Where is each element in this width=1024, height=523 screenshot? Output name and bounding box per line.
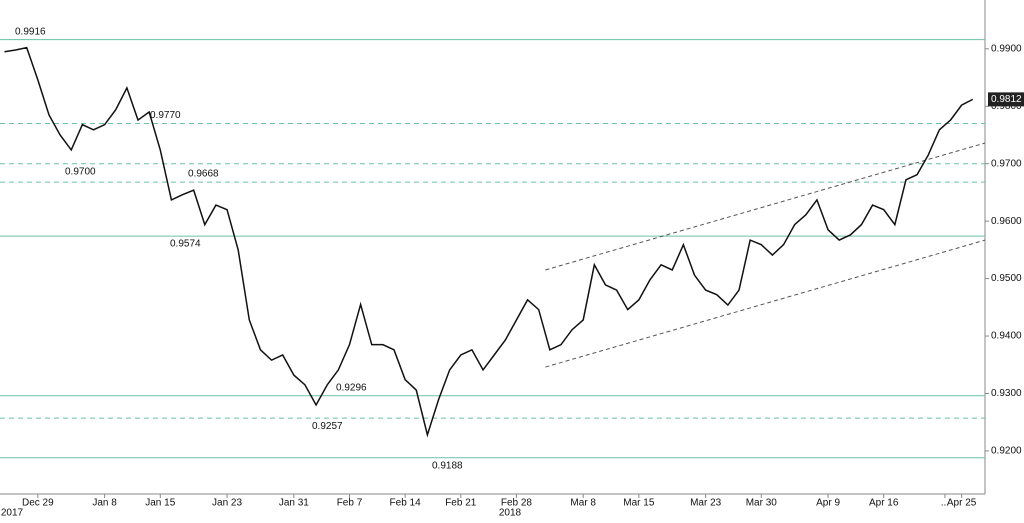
y-tick-label: 0.9600 xyxy=(991,216,1022,227)
x-tick-label: Jan 31 xyxy=(279,498,309,509)
trend-line xyxy=(545,239,986,368)
x-tick-label: Apr 25 xyxy=(947,498,977,509)
x-tick-label: Mar 30 xyxy=(746,498,778,509)
year-label: 2017 xyxy=(1,508,24,518)
x-tick-label: Apr 9 xyxy=(816,498,840,509)
x-tick-label: Feb 21 xyxy=(445,498,477,509)
last-price-box xyxy=(988,92,1024,107)
last-price-label: 0.9812 xyxy=(991,94,1022,105)
x-tick-label: ... xyxy=(941,498,949,509)
x-tick-label: Mar 15 xyxy=(623,498,655,509)
y-tick-label: 0.9800 xyxy=(991,101,1022,112)
level-label: 0.9668 xyxy=(188,169,219,180)
level-label: 0.9257 xyxy=(312,421,343,432)
x-tick-label: Jan 15 xyxy=(145,498,175,509)
year-label: 2018 xyxy=(499,508,522,518)
y-tick-label: 0.9500 xyxy=(991,273,1022,284)
y-tick-label: 0.9700 xyxy=(991,158,1022,169)
x-tick-label: Feb 7 xyxy=(337,498,363,509)
level-label: 0.9296 xyxy=(336,382,367,393)
y-tick-label: 0.9200 xyxy=(991,446,1022,457)
y-tick-label: 0.9400 xyxy=(991,331,1022,342)
y-tick-label: 0.9900 xyxy=(991,43,1022,54)
x-tick-label: Mar 23 xyxy=(690,498,722,509)
x-tick-label: Dec 29 xyxy=(22,498,54,509)
x-tick-label: Jan 8 xyxy=(92,498,117,509)
x-tick-label: Feb 14 xyxy=(390,498,422,509)
price-line xyxy=(4,46,974,438)
level-label: 0.9916 xyxy=(15,26,46,37)
x-tick-label: Jan 23 xyxy=(212,498,242,509)
x-tick-label: Apr 16 xyxy=(869,498,899,509)
level-label: 0.9770 xyxy=(150,110,181,121)
x-tick-label: Mar 8 xyxy=(570,498,596,509)
level-label: 0.9574 xyxy=(170,239,201,250)
x-tick-label: Feb 28 xyxy=(501,498,533,509)
trend-line xyxy=(545,142,986,271)
level-label: 0.9700 xyxy=(65,166,96,177)
y-tick-label: 0.9300 xyxy=(991,388,1022,399)
level-label: 0.9188 xyxy=(432,460,463,471)
